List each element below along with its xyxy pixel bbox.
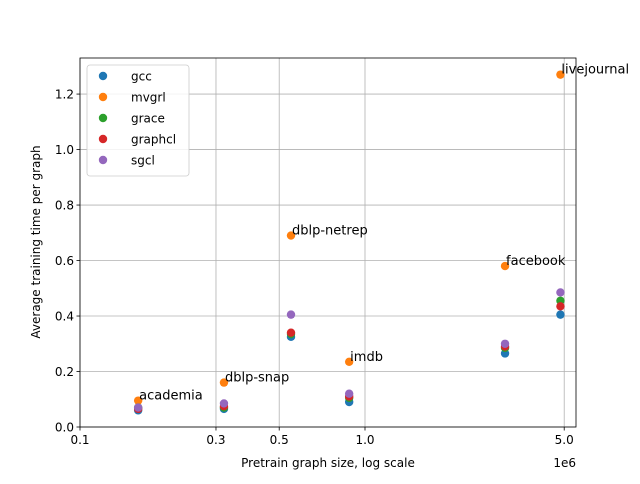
point-mvgrl xyxy=(500,261,510,271)
point-mvgrl xyxy=(286,231,296,240)
annotation-label: livejournal xyxy=(561,63,629,78)
point-graphcl xyxy=(556,302,565,311)
point-mvgrl xyxy=(556,70,565,79)
legend-label: graphcl xyxy=(131,133,176,147)
legend-marker xyxy=(98,155,108,165)
legend-marker xyxy=(98,113,108,123)
point-graphcl xyxy=(286,328,296,337)
y-tick-label: 1.2 xyxy=(55,88,74,102)
x-tick-label: 1.0 xyxy=(355,433,374,447)
point-sgcl xyxy=(556,288,565,297)
legend-label: sgcl xyxy=(131,154,155,168)
legend-marker xyxy=(98,92,108,102)
point-sgcl xyxy=(344,389,354,398)
legend: gcc mvgrl grace graphcl sgcl xyxy=(86,64,190,177)
legend-box xyxy=(86,64,190,177)
x-axis-label: Pretrain graph size, log scale xyxy=(241,456,415,470)
legend-marker xyxy=(98,71,108,81)
annotation-label: facebook xyxy=(506,254,566,269)
grid xyxy=(79,58,576,428)
annotation-label: dblp-netrep xyxy=(292,224,368,239)
x-tick-label: 5.0 xyxy=(555,433,574,447)
point-mvgrl xyxy=(344,357,354,367)
legend-label: grace xyxy=(131,112,165,126)
y-tick-label: 1.0 xyxy=(55,143,74,157)
data-points xyxy=(133,70,565,415)
y-tick-label: 0.0 xyxy=(55,421,74,435)
plot-frame xyxy=(79,57,577,428)
point-mvgrl xyxy=(133,396,143,405)
point-sgcl xyxy=(133,403,143,412)
y-axis-label: Average training time per graph xyxy=(29,145,43,338)
legend-label: gcc xyxy=(131,70,152,84)
point-mvgrl xyxy=(219,378,229,387)
annotation-label: imdb xyxy=(350,350,383,365)
annotations: academia dblp-snap dblp-netrep imdb facebook… xyxy=(139,63,629,404)
legend-label: mvgrl xyxy=(131,91,166,105)
y-tick-label: 0.6 xyxy=(55,254,74,268)
legend-marker xyxy=(98,134,108,144)
annotation-label: academia xyxy=(139,389,203,404)
x-axis-multiplier: 1e6 xyxy=(553,456,576,470)
y-tick-label: 0.8 xyxy=(55,199,74,213)
y-tick-label: 0.4 xyxy=(55,310,74,324)
x-tick-label: 0.1 xyxy=(70,433,89,447)
y-tick-label: 0.2 xyxy=(55,365,74,379)
point-sgcl xyxy=(500,339,510,348)
point-sgcl xyxy=(286,310,296,319)
point-sgcl xyxy=(219,399,229,408)
x-tick-label: 0.3 xyxy=(206,433,225,447)
point-gcc xyxy=(556,310,565,319)
axis-ticks: 0.1 0.3 0.5 1.0 5.0 0.0 0.2 0.4 0.6 0.8 1.0 1.2 xyxy=(55,88,574,447)
annotation-label: dblp-snap xyxy=(225,371,289,386)
x-tick-label: 0.5 xyxy=(270,433,289,447)
